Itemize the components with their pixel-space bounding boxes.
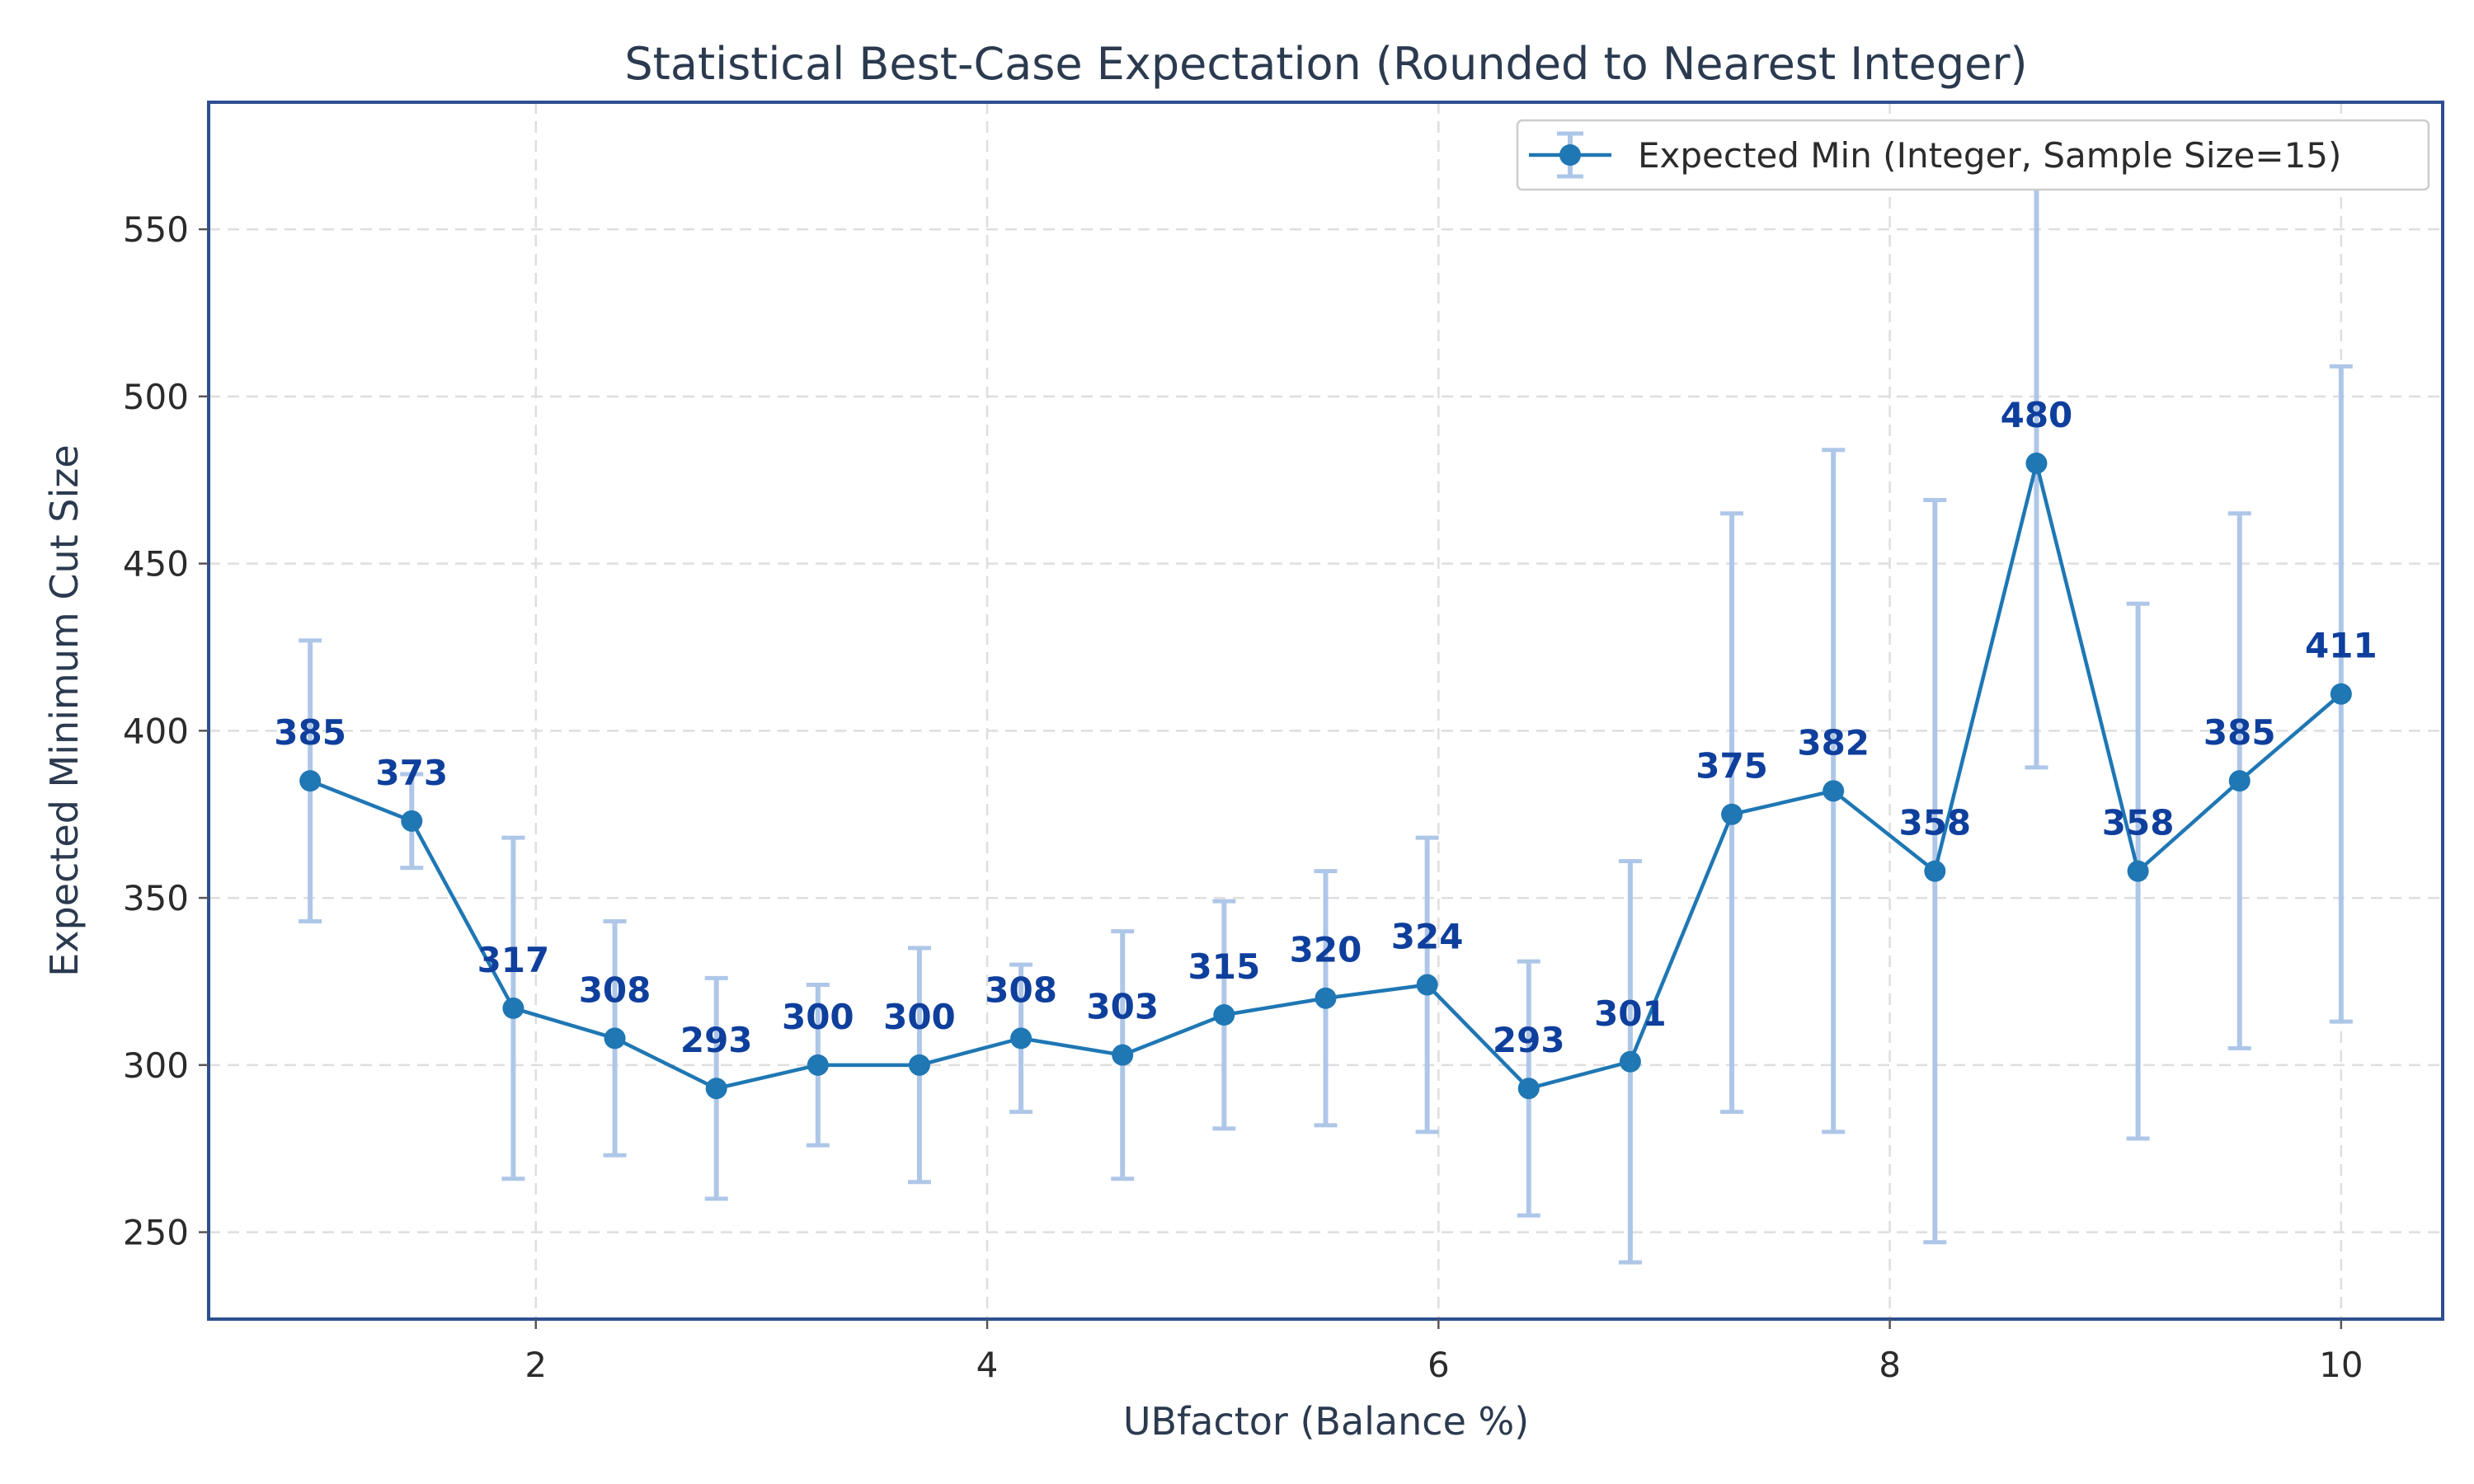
data-point xyxy=(1924,860,1946,882)
data-point xyxy=(604,1027,626,1050)
grid xyxy=(209,102,2443,1319)
data-point xyxy=(1823,780,1845,802)
data-label: 303 xyxy=(1086,987,1159,1027)
data-point xyxy=(2025,452,2048,474)
data-label: 320 xyxy=(1290,930,1362,970)
data-label: 358 xyxy=(2102,803,2175,843)
data-point xyxy=(1213,1004,1235,1026)
data-label: 308 xyxy=(985,970,1057,1010)
x-tick-label: 10 xyxy=(2319,1345,2363,1385)
data-label: 300 xyxy=(782,997,854,1037)
data-labels: 385 373 317 308 293 300 300 308 303 315 320 324 293 3… xyxy=(274,395,2377,1060)
data-point xyxy=(1619,1050,1641,1073)
data-label: 324 xyxy=(1391,917,1464,957)
y-tick-label: 350 xyxy=(123,878,189,918)
data-label: 385 xyxy=(274,712,346,753)
y-tick-label: 250 xyxy=(123,1213,189,1253)
axis-ticks: 2 4 6 8 10 250 300 350 400 450 500 550 xyxy=(123,209,2363,1385)
data-point xyxy=(807,1054,829,1076)
x-tick-label: 4 xyxy=(976,1345,999,1385)
x-axis-label: UBfactor (Balance %) xyxy=(1123,1399,1529,1444)
data-point xyxy=(1315,987,1337,1009)
data-point xyxy=(2228,770,2251,792)
data-point xyxy=(2330,683,2352,705)
plot-frame xyxy=(207,101,2444,1321)
x-tick-label: 6 xyxy=(1427,1345,1450,1385)
data-label: 301 xyxy=(1594,993,1667,1034)
y-tick-label: 500 xyxy=(123,377,189,417)
data-label: 382 xyxy=(1797,722,1870,763)
data-point xyxy=(1517,1078,1540,1100)
data-label: 358 xyxy=(1898,803,1971,843)
data-label: 293 xyxy=(1493,1020,1565,1060)
legend: Expected Min (Integer, Sample Size=15) xyxy=(1516,119,2430,191)
data-label: 308 xyxy=(579,970,651,1010)
y-axis-label: Expected Minimum Cut Size xyxy=(42,444,87,976)
data-point xyxy=(2127,860,2149,882)
data-label: 375 xyxy=(1696,746,1768,787)
data-point xyxy=(502,997,524,1019)
data-point xyxy=(908,1054,930,1076)
data-point xyxy=(1416,974,1438,996)
markers xyxy=(299,452,2352,1100)
y-tick-label: 400 xyxy=(123,711,189,751)
data-label: 480 xyxy=(2001,395,2073,435)
legend-label: Expected Min (Integer, Sample Size=15) xyxy=(1638,135,2341,176)
x-tick-label: 2 xyxy=(524,1345,547,1385)
data-point xyxy=(1112,1044,1134,1066)
data-label: 317 xyxy=(477,940,550,980)
data-label: 315 xyxy=(1188,946,1261,987)
y-tick-label: 300 xyxy=(123,1045,189,1086)
data-point xyxy=(1721,803,1743,825)
data-label: 300 xyxy=(883,997,956,1037)
data-point xyxy=(299,770,322,792)
y-tick-label: 550 xyxy=(123,209,189,250)
data-point xyxy=(1010,1027,1032,1050)
data-label: 293 xyxy=(680,1020,753,1060)
data-point xyxy=(705,1078,727,1100)
data-point xyxy=(401,810,423,832)
data-label: 411 xyxy=(2305,626,2378,666)
x-tick-label: 8 xyxy=(1879,1345,1901,1385)
legend-box xyxy=(1516,119,2430,191)
error-bars xyxy=(299,157,2353,1265)
chart-title: Statistical Best-Case Expectation (Round… xyxy=(624,38,2027,90)
data-label: 385 xyxy=(2204,712,2276,753)
data-label: 373 xyxy=(375,753,448,793)
legend-marker xyxy=(1559,144,1581,166)
y-tick-label: 450 xyxy=(123,544,189,585)
